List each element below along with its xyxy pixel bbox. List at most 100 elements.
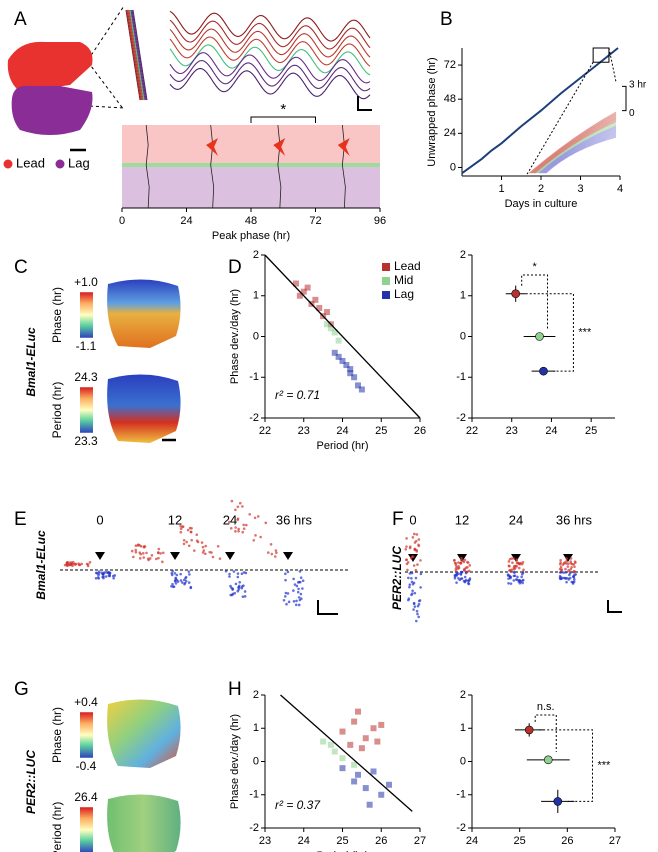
cell-dot [410, 592, 414, 595]
cell-dot [182, 542, 186, 546]
cell-dot [412, 581, 416, 585]
cell-dot [86, 564, 90, 568]
y-tick-label: 0 [450, 161, 456, 173]
scatter-point [335, 337, 342, 344]
panel-letter: E [14, 509, 27, 530]
scale-bar [317, 600, 338, 615]
mean-point [535, 332, 544, 341]
cell-dot [512, 557, 516, 560]
cell-dot [517, 580, 521, 584]
inset-trace [536, 122, 617, 174]
cell-dot [248, 512, 252, 516]
cell-dot [457, 561, 460, 564]
cell-dot [228, 520, 231, 524]
cell-dot [230, 593, 234, 597]
zoom-box [592, 47, 610, 63]
cell-dot [161, 551, 165, 555]
cell-dot [237, 527, 240, 531]
cell-dot [519, 561, 522, 565]
scatter-point [343, 362, 350, 369]
cell-dot [417, 599, 421, 603]
cell-dot [94, 577, 98, 580]
cell-dot [296, 590, 300, 594]
row-label: PER2::LUC [24, 750, 38, 814]
cell-dot [410, 571, 414, 575]
cell-dot [159, 552, 162, 555]
legend-swatch [382, 291, 390, 299]
cell-dot [211, 555, 215, 559]
cell-dot [66, 563, 70, 567]
annotation: *** [597, 760, 611, 772]
cell-dot [80, 562, 83, 566]
x-axis-label: Peak phase (hr) [212, 230, 290, 242]
y-tick-label: 72 [444, 59, 456, 71]
inset-trace [544, 134, 617, 174]
cell-dot [570, 565, 573, 569]
cell-dot [236, 589, 240, 593]
panel-letter: G [14, 679, 29, 700]
panel-letter: B [440, 9, 453, 30]
cell-dot [141, 552, 145, 555]
cell-dot [274, 549, 278, 552]
trace-zoom [128, 9, 144, 101]
annotation: *** [578, 326, 592, 338]
bracket [525, 293, 574, 372]
cell-dot [174, 577, 178, 581]
cell-dot [236, 517, 240, 520]
cell-dot [564, 571, 568, 574]
cell-dot [157, 551, 160, 555]
scatter-point [386, 781, 392, 788]
bracket [534, 714, 557, 752]
cell-dot [243, 590, 247, 593]
cell-dot [411, 555, 415, 558]
cell-dot [408, 583, 412, 587]
cell-dot [292, 600, 296, 603]
cell-dot [294, 603, 298, 607]
cell-dot [460, 570, 463, 574]
mean-point [524, 725, 534, 735]
colorbar-tick-label: 26.4 [74, 790, 98, 804]
mid-band [122, 163, 380, 167]
cell-dot [66, 561, 70, 564]
cell-dot [506, 573, 510, 576]
cell-dot [566, 565, 570, 568]
scale-bar [607, 600, 622, 613]
y-tick-label: 2 [460, 689, 466, 701]
peak-trace [277, 124, 282, 209]
annotation: n.s. [537, 701, 555, 713]
cell-dot [85, 562, 89, 566]
cell-dot [179, 572, 182, 576]
cell-dot [187, 581, 191, 584]
cell-dot [240, 586, 244, 590]
cell-dot [461, 559, 464, 562]
colorbar-label: Period (hr) [50, 382, 64, 439]
trace [169, 19, 371, 50]
cell-dot [559, 565, 563, 569]
x-tick-label: 22 [466, 425, 478, 437]
y-tick-label: -1 [456, 789, 466, 801]
cell-dot [282, 598, 286, 602]
x-axis-label: Period (hr) [317, 850, 369, 852]
peak-trace [210, 124, 215, 209]
time-marker [170, 552, 180, 560]
cell-dot [507, 581, 510, 585]
heatmap [107, 279, 181, 348]
cell-dot [187, 544, 191, 548]
x-tick-label: 25 [585, 425, 597, 437]
scatter-point [362, 735, 369, 742]
lead-band [122, 125, 380, 163]
cell-dot [512, 574, 516, 578]
cell-dot [416, 612, 419, 616]
panel-letter: H [228, 679, 242, 700]
time-label: 0 [409, 512, 416, 527]
cell-dot [467, 582, 471, 586]
cell-dot [517, 566, 521, 570]
cell-dot [208, 550, 212, 554]
y-tick-label: 0 [253, 755, 259, 767]
cell-dot [415, 619, 418, 623]
cell-dot [108, 571, 112, 575]
time-marker [511, 554, 521, 562]
x-tick-label: 24 [466, 835, 478, 847]
cell-dot [299, 576, 303, 579]
colorbar [80, 387, 93, 433]
